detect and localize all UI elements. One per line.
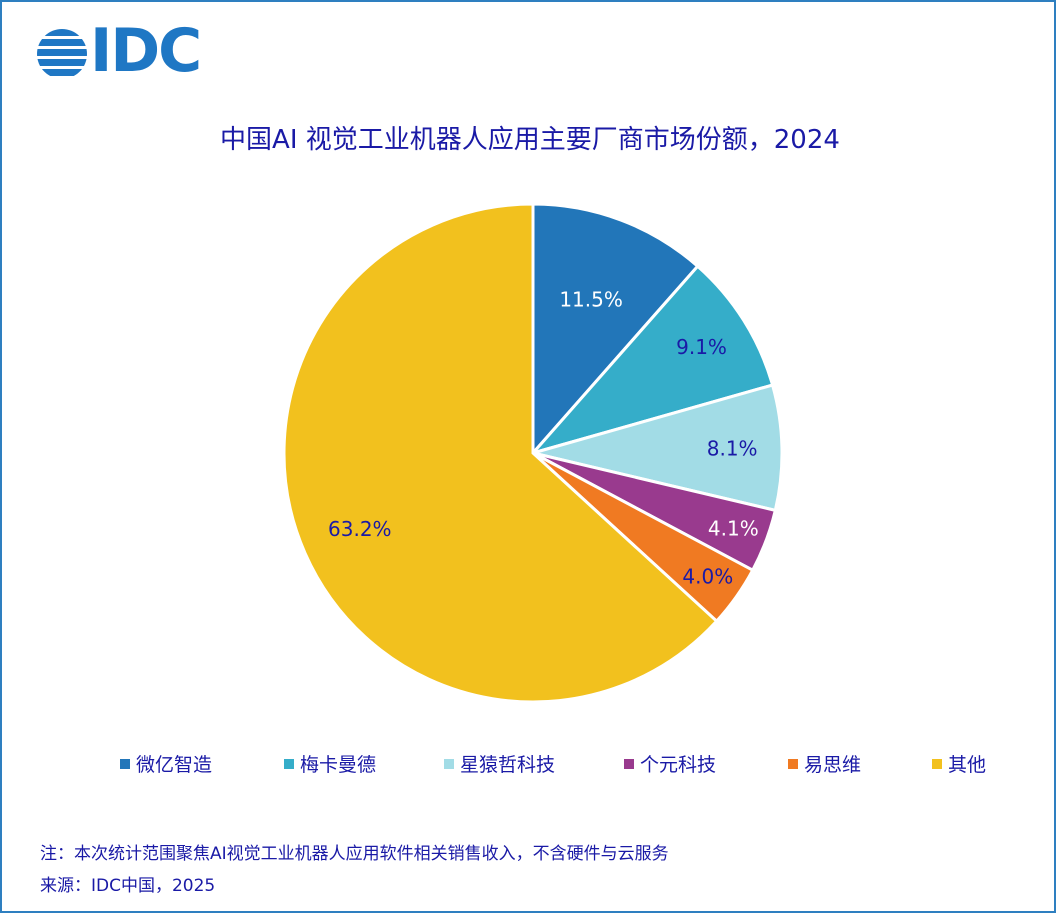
globe-icon	[37, 29, 87, 76]
pie-slice-1	[531, 202, 700, 457]
chart-title: 中国AI 视觉工业机器人应用主要厂商市场份额，2024	[220, 125, 840, 155]
idc-logo: IDC	[36, 16, 202, 86]
legend-label: 易思维	[804, 754, 862, 776]
slice-label-4: 4.1%	[708, 517, 759, 541]
legend-swatch	[932, 758, 942, 769]
slice-label-5: 4.0%	[682, 565, 733, 589]
legend-label: 其他	[948, 754, 987, 776]
legend-item-3: 星猿哲科技	[444, 750, 555, 777]
slice-label-3: 8.1%	[707, 437, 758, 461]
legend-item-6: 其他	[932, 750, 986, 777]
legend-label: 微亿智造	[136, 754, 213, 776]
legend-swatch	[624, 758, 634, 769]
legend-item-4: 个元科技	[624, 750, 716, 777]
legend-item-2: 梅卡曼德	[284, 750, 376, 777]
slice-label-6: 63.2%	[328, 517, 392, 541]
legend-item-5: 易思维	[788, 750, 861, 777]
legend-swatch	[284, 758, 294, 769]
source-note: 来源：IDC中国，2025	[40, 876, 216, 896]
legend-label: 星猿哲科技	[460, 754, 556, 776]
slice-label-2: 9.1%	[676, 335, 727, 359]
legend-swatch	[444, 758, 454, 769]
legend-label: 梅卡曼德	[300, 754, 377, 776]
pie-chart: 11.5% 9.1% 8.1% 4.1% 4.0% 63.2%	[282, 202, 784, 704]
pie-slice-2	[528, 264, 775, 456]
legend-swatch	[788, 758, 798, 769]
legend-item-1: 微亿智造	[120, 750, 212, 777]
pie-slice-6	[282, 202, 719, 704]
chart-legend: 微亿智造 梅卡曼德 星猿哲科技 个元科技 易思维 其他	[2, 750, 1056, 780]
pie-slice-3	[527, 383, 784, 513]
legend-label: 个元科技	[640, 754, 717, 776]
slice-label-1: 11.5%	[559, 287, 623, 311]
footnote: 注：本次统计范围聚焦AI视觉工业机器人应用软件相关销售收入，不含硬件与云服务	[40, 844, 669, 864]
logo-text: IDC	[90, 16, 202, 86]
legend-swatch	[120, 758, 130, 769]
